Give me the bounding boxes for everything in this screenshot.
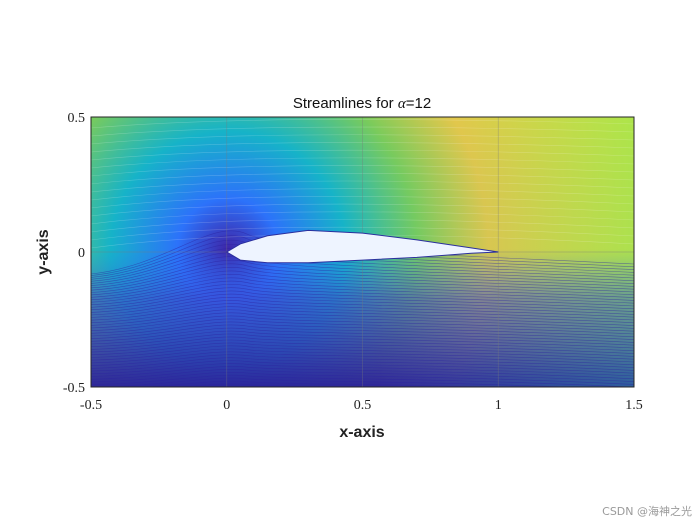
streamline xyxy=(91,211,634,225)
streamline xyxy=(91,277,634,301)
x-tick-label: 1.5 xyxy=(625,398,643,413)
y-axis-label: y-axis xyxy=(35,229,52,274)
streamline xyxy=(91,149,634,161)
streamline xyxy=(179,383,355,387)
chart-title: Streamlines for α=12 xyxy=(293,95,431,112)
streamline xyxy=(91,219,634,233)
x-tick-label: 0 xyxy=(223,398,230,413)
streamline xyxy=(91,309,634,326)
streamline xyxy=(91,342,634,357)
streamline xyxy=(91,371,634,385)
streamline xyxy=(91,324,634,340)
streamline xyxy=(91,270,634,296)
streamline xyxy=(91,226,634,241)
streamline xyxy=(91,336,634,352)
streamline xyxy=(147,380,491,387)
watermark: CSDN @海神之光 xyxy=(602,505,692,518)
streamline xyxy=(91,259,634,289)
streamline xyxy=(91,196,634,209)
streamline xyxy=(91,157,634,169)
streamline xyxy=(91,280,634,303)
streamline xyxy=(91,306,634,324)
streamline xyxy=(91,296,634,316)
x-tick-label: -0.5 xyxy=(80,398,102,413)
streamline xyxy=(91,300,634,318)
streamline xyxy=(91,290,634,311)
streamline xyxy=(91,134,634,145)
streamline xyxy=(91,263,634,291)
streamline xyxy=(91,267,634,293)
streamline xyxy=(91,357,634,371)
streamline xyxy=(91,165,634,177)
plot-area xyxy=(91,117,634,387)
y-tick-label: -0.5 xyxy=(63,381,85,396)
streamline xyxy=(91,142,634,153)
streamline xyxy=(91,363,634,377)
streamline xyxy=(91,330,634,346)
x-tick-labels: -0.5 0 0.5 1 1.5 xyxy=(80,398,643,413)
streamline xyxy=(91,351,634,366)
streamline xyxy=(91,273,634,298)
streamline xyxy=(91,315,634,332)
streamline xyxy=(91,360,634,374)
streamline xyxy=(91,339,634,354)
streamline xyxy=(97,377,573,387)
streamline xyxy=(91,369,634,382)
y-tick-label: 0 xyxy=(78,246,85,261)
streamline xyxy=(91,293,634,313)
streamline xyxy=(91,318,634,335)
streamline xyxy=(91,287,634,308)
x-axis-label: x-axis xyxy=(339,424,384,441)
streamline xyxy=(91,203,634,217)
streamline xyxy=(91,303,634,321)
streamline xyxy=(91,374,634,387)
streamline xyxy=(91,172,634,185)
streamline xyxy=(91,366,634,380)
streamline xyxy=(91,180,634,193)
airfoil-shape xyxy=(225,229,499,264)
y-tick-labels: -0.5 0 0.5 xyxy=(63,111,85,396)
streamline xyxy=(91,333,634,349)
x-tick-label: 1 xyxy=(495,398,502,413)
streamline xyxy=(91,188,634,201)
streamline xyxy=(91,345,634,360)
streamline xyxy=(91,119,634,129)
y-tick-label: 0.5 xyxy=(68,111,86,126)
streamline xyxy=(91,327,634,343)
streamline xyxy=(91,354,634,368)
streamline xyxy=(91,348,634,363)
streamline xyxy=(91,126,634,137)
streamline xyxy=(91,321,634,338)
streamline xyxy=(91,284,634,305)
streamline xyxy=(91,312,634,329)
x-tick-label: 0.5 xyxy=(354,398,372,413)
axes-box xyxy=(90,116,635,388)
